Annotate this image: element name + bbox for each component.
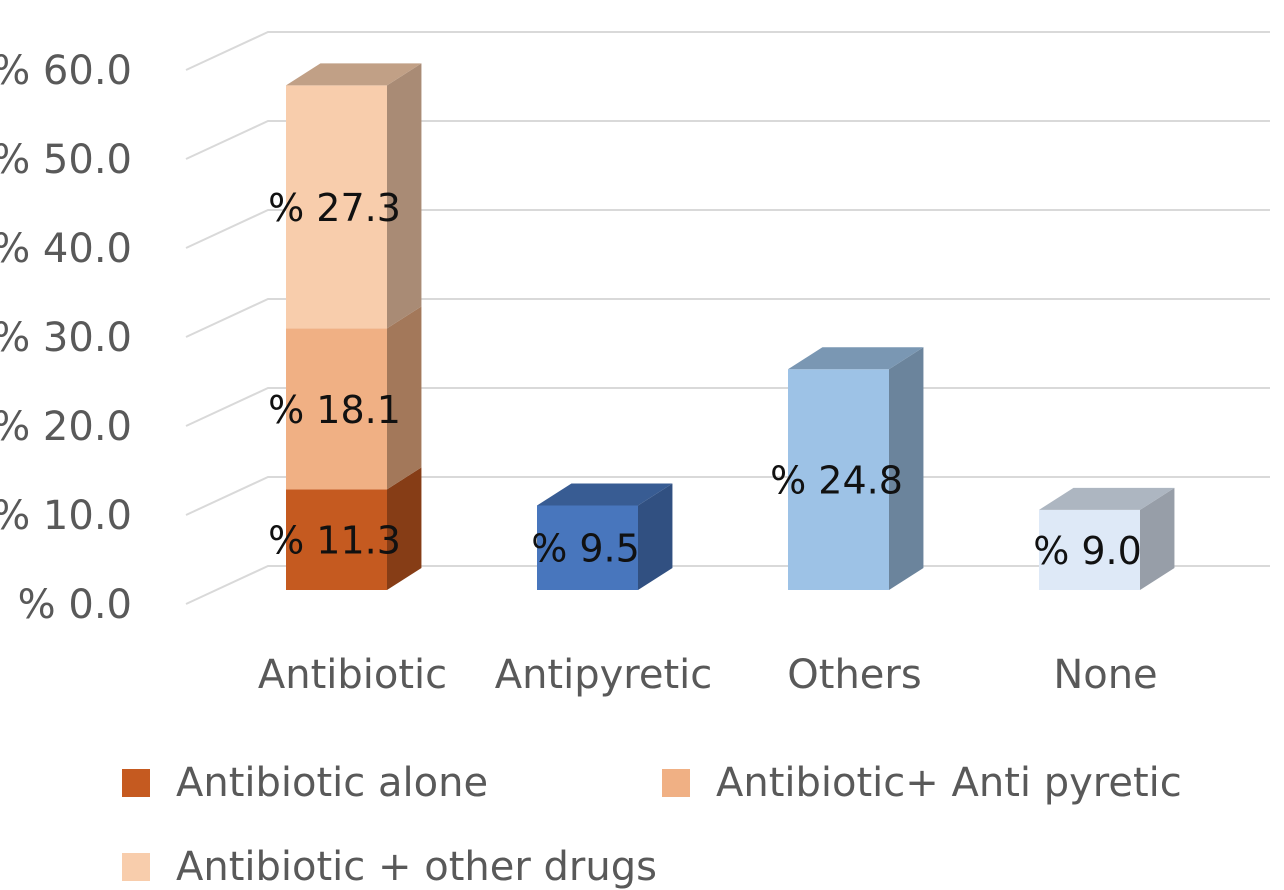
y-tick-label: % 50.0 xyxy=(0,137,132,183)
data-labels: % 11.3 % 18.1 % 27.3 % 9.5 % 24.8 % 9.0 xyxy=(268,186,1142,573)
legend-swatch xyxy=(662,769,690,797)
bar-segment xyxy=(286,328,387,490)
gridlines xyxy=(185,31,1270,605)
bar-segment xyxy=(537,505,638,590)
x-category-label: Antipyretic xyxy=(495,652,713,698)
bar-side-face xyxy=(387,306,422,490)
bar-side-face xyxy=(387,63,422,329)
x-axis-categories: Antibiotic Antipyretic Others None xyxy=(258,652,1158,698)
gridline xyxy=(185,31,1270,71)
legend-item: Antibiotic + other drugs xyxy=(122,844,657,890)
bar-segment xyxy=(286,489,387,590)
bar-segment xyxy=(1039,509,1140,590)
bar-segment xyxy=(788,369,889,590)
legend-label: Antibiotic + other drugs xyxy=(176,844,657,890)
x-category-label: Others xyxy=(787,652,921,698)
gridline xyxy=(185,298,1270,338)
bar-side-face xyxy=(387,467,422,590)
data-label: % 9.5 xyxy=(531,527,640,571)
bar-side-face xyxy=(1140,487,1175,590)
legend: Antibiotic alone Antibiotic+ Anti pyretic… xyxy=(122,748,1262,890)
bar-segment xyxy=(286,85,387,329)
legend-label: Antibiotic+ Anti pyretic xyxy=(716,760,1182,806)
data-label: % 11.3 xyxy=(268,519,401,563)
data-label: % 24.8 xyxy=(770,459,903,503)
y-tick-label: % 60.0 xyxy=(0,48,132,94)
legend-item: Antibiotic alone xyxy=(122,760,488,806)
gridline xyxy=(185,209,1270,249)
y-tick-label: % 20.0 xyxy=(0,404,132,450)
gridline xyxy=(185,476,1270,516)
bar-side-face xyxy=(889,347,924,590)
data-label: % 9.0 xyxy=(1033,529,1142,573)
x-category-label: None xyxy=(1053,652,1157,698)
data-label: % 27.3 xyxy=(268,186,401,230)
bar-top-face xyxy=(1039,487,1175,510)
legend-label: Antibiotic alone xyxy=(176,760,489,806)
legend-swatch xyxy=(122,769,150,797)
y-tick-label: % 30.0 xyxy=(0,315,132,361)
y-tick-label: % 0.0 xyxy=(18,582,132,628)
bar-top-face xyxy=(788,347,924,370)
x-category-label: Antibiotic xyxy=(258,652,447,698)
bars xyxy=(286,63,1175,590)
y-axis-ticks: % 0.0 % 10.0 % 20.0 % 30.0 % 40.0 % 50.0 % 60.… xyxy=(0,48,132,628)
y-tick-label: % 40.0 xyxy=(0,226,132,272)
gridline xyxy=(185,565,1270,605)
legend-item: Antibiotic+ Anti pyretic xyxy=(662,760,1182,806)
legend-swatch xyxy=(122,853,150,881)
bar-top-face xyxy=(286,63,422,86)
gridline xyxy=(185,120,1270,160)
gridline xyxy=(185,387,1270,427)
y-tick-label: % 10.0 xyxy=(0,493,132,539)
bar-top-face xyxy=(537,483,673,506)
bar-side-face xyxy=(638,483,673,590)
data-label: % 18.1 xyxy=(268,388,401,432)
